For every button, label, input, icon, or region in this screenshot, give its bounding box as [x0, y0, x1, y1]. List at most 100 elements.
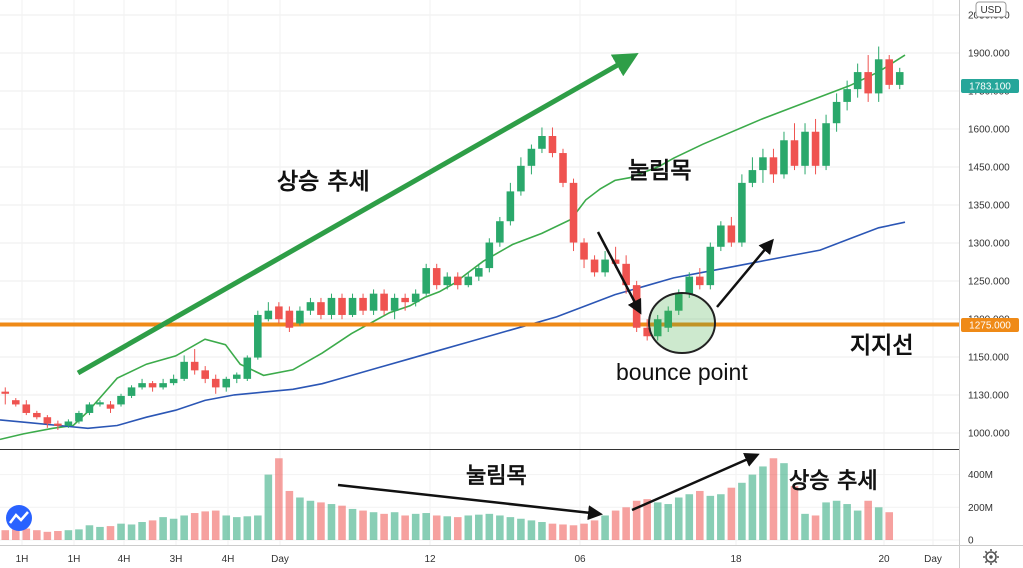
- candle-body: [548, 136, 557, 154]
- candle-body: [180, 361, 188, 379]
- candle-body: [359, 297, 367, 311]
- volume-bar: [11, 529, 20, 540]
- volume-bar: [201, 511, 209, 540]
- candle-body: [190, 361, 199, 371]
- candle-body: [843, 89, 851, 102]
- candle-body: [317, 302, 325, 315]
- currency-badge[interactable]: USD: [975, 1, 1007, 18]
- candle-body: [748, 170, 757, 183]
- volume-bar: [317, 502, 325, 540]
- time-tick-label: Day: [271, 554, 289, 565]
- candle-body: [832, 101, 841, 124]
- volume-bar: [727, 487, 736, 540]
- candle-body: [706, 246, 715, 286]
- candle-body: [811, 131, 820, 166]
- candle-body: [201, 370, 209, 379]
- volume-bar: [348, 508, 357, 540]
- candle-body: [64, 421, 73, 426]
- price-axis[interactable]: 2050.0001900.0001750.0001600.0001450.000…: [968, 11, 1010, 440]
- volume-bar: [54, 531, 62, 540]
- candle-body: [411, 293, 420, 303]
- candle-body: [559, 153, 567, 183]
- volume-bar: [327, 504, 336, 540]
- candle-body: [696, 276, 704, 286]
- candle-body: [664, 310, 673, 328]
- time-tick-label: 06: [574, 554, 586, 565]
- volume-bar: [127, 524, 136, 540]
- candle-body: [874, 59, 883, 94]
- volume-bar: [306, 500, 315, 540]
- volume-bar: [864, 500, 872, 540]
- volume-bar: [159, 517, 167, 540]
- candle-body: [306, 302, 315, 311]
- candle-body: [138, 383, 146, 388]
- volume-bar: [380, 513, 388, 540]
- candle-body: [769, 157, 778, 175]
- candle-body: [401, 297, 409, 303]
- volume-axis: 400M 200M 0: [968, 470, 993, 546]
- uptrend-label: 상승 추세: [277, 169, 370, 195]
- volume-bar: [138, 522, 146, 540]
- candle-body: [85, 404, 94, 413]
- volume-bar: [506, 517, 515, 540]
- candle-body: [853, 72, 862, 90]
- volume-bar: [453, 517, 462, 540]
- volume-bar: [422, 513, 430, 540]
- volume-bar: [696, 490, 704, 540]
- volume-bar: [717, 494, 725, 540]
- time-axis[interactable]: 1H 1H 4H 3H 4H Day 12 06 18 20 Day: [16, 554, 942, 565]
- volume-bar: [853, 510, 862, 540]
- volume-bar: [706, 495, 715, 540]
- bounce-point-label: bounce point: [616, 359, 748, 385]
- volume-bar: [548, 523, 557, 540]
- candle-body: [232, 374, 241, 379]
- volume-bar: [611, 510, 620, 540]
- candle-body: [643, 327, 651, 337]
- volume-bar: [401, 515, 409, 540]
- volume-bar: [622, 507, 630, 540]
- candle-body: [717, 225, 725, 247]
- candle-body: [527, 148, 536, 166]
- candle-body: [348, 297, 357, 315]
- volume-bar: [874, 507, 883, 540]
- candle-body: [11, 400, 20, 405]
- candle-body: [580, 242, 588, 260]
- volume-bar: [369, 512, 378, 540]
- candle-body: [801, 131, 809, 166]
- price-tick-label: 1150.000: [968, 353, 1009, 364]
- volume-rise-arrow: [631, 452, 760, 512]
- volume-bar: [569, 525, 578, 540]
- uptrend-arrow: [76, 53, 639, 376]
- candles: [1, 46, 904, 430]
- moving-average-green: [0, 54, 906, 441]
- moving-average-lines: [0, 54, 906, 441]
- support-price-label: 1275.000: [961, 318, 1019, 332]
- candle-body: [895, 72, 904, 85]
- candle-body: [222, 378, 231, 388]
- volume-bar: [22, 528, 31, 540]
- volume-bar: [275, 458, 283, 540]
- volume-bar: [296, 497, 304, 540]
- time-tick-label: Day: [924, 554, 942, 565]
- logo-icon[interactable]: [6, 505, 32, 531]
- price-tick-label: 1300.000: [968, 239, 1010, 250]
- support-label: 지지선: [850, 333, 913, 359]
- volume-tick-label: 200M: [968, 503, 993, 514]
- candle-body: [517, 165, 525, 192]
- settings-gear-icon[interactable]: [983, 549, 999, 565]
- volume-bar: [580, 523, 588, 540]
- price-tick-label: 1900.000: [968, 49, 1010, 60]
- candle-body: [506, 191, 515, 222]
- candle-body: [54, 423, 62, 426]
- candle-body: [106, 404, 115, 409]
- volume-bar: [527, 520, 536, 540]
- volume-bar: [822, 502, 830, 540]
- volume-bar: [264, 474, 273, 540]
- candle-body: [475, 268, 483, 277]
- volume-bar: [801, 513, 809, 540]
- volume-bar: [359, 510, 367, 540]
- volume-bar: [843, 504, 851, 540]
- current-price-label: 1783.100: [961, 79, 1019, 93]
- candle-body: [338, 297, 346, 315]
